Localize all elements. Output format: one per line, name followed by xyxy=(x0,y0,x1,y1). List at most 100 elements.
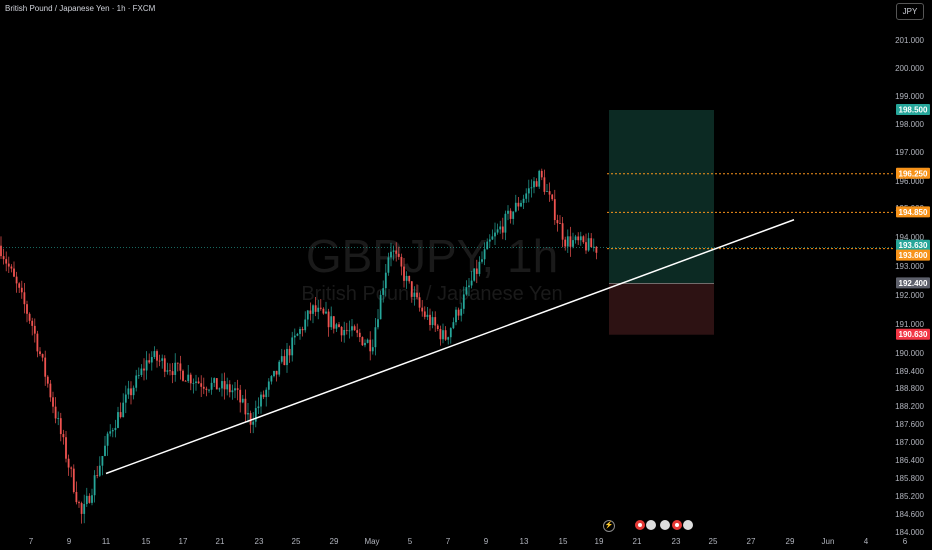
time-tick: 23 xyxy=(672,537,681,546)
time-tick: 9 xyxy=(484,537,489,546)
price-tick: 194.000 xyxy=(895,233,924,242)
candle-body xyxy=(520,202,522,207)
candle-body xyxy=(327,311,330,328)
price-badge-value: 192.400 xyxy=(899,279,928,288)
candle-body xyxy=(481,259,483,262)
candle-body xyxy=(577,236,580,241)
candle-body xyxy=(231,390,234,393)
candle-body xyxy=(514,202,517,212)
candle-body xyxy=(244,398,247,415)
candle-body xyxy=(405,275,408,281)
candle-body xyxy=(184,380,187,382)
price-badge xyxy=(896,328,930,340)
position-tool[interactable] xyxy=(609,110,714,335)
candle-body xyxy=(312,305,314,314)
candle-body xyxy=(270,376,273,382)
candle-body xyxy=(340,326,343,336)
price-tick: 196.000 xyxy=(895,177,924,186)
candle-body xyxy=(267,381,270,390)
candle-body xyxy=(85,495,88,505)
horizontal-levels[interactable] xyxy=(0,173,893,250)
candle-body xyxy=(114,427,117,431)
candle-body xyxy=(418,297,421,308)
price-tick: 197.000 xyxy=(895,148,924,157)
candle-body xyxy=(33,325,36,334)
price-tick: 200.000 xyxy=(895,64,924,73)
time-tick: 6 xyxy=(903,537,908,546)
candle-body xyxy=(517,202,520,207)
candle-body xyxy=(174,362,177,375)
time-tick: 27 xyxy=(747,537,756,546)
candle-body xyxy=(356,330,359,333)
candle-body xyxy=(257,406,260,409)
price-tick: 186.400 xyxy=(895,456,924,465)
candle-body xyxy=(15,276,18,284)
candle-body xyxy=(527,188,530,194)
candle-body xyxy=(332,316,335,329)
candle-body xyxy=(23,292,26,305)
time-tick: 23 xyxy=(255,537,264,546)
candle-body xyxy=(491,236,494,240)
candle-body xyxy=(384,272,387,289)
candle-body xyxy=(543,177,546,192)
candle-body xyxy=(592,246,595,248)
candle-body xyxy=(161,358,164,361)
flash-icon[interactable]: ⚡ xyxy=(603,520,615,532)
candle-body xyxy=(96,475,99,477)
candle-body xyxy=(416,292,418,298)
candle-body xyxy=(431,317,434,326)
candle-body xyxy=(140,368,143,375)
candle-body xyxy=(7,263,10,267)
candle-body xyxy=(288,348,291,356)
flag-icon[interactable] xyxy=(660,520,670,530)
candle-body xyxy=(540,170,543,178)
candle-body xyxy=(322,308,325,314)
candle-body xyxy=(483,249,486,260)
candle-body xyxy=(171,371,174,375)
candle-body xyxy=(408,275,411,282)
price-tick: 185.800 xyxy=(895,474,924,483)
trendline-layer[interactable] xyxy=(105,219,795,475)
symbol-title[interactable]: British Pound / Japanese Yen · 1h · FXCM xyxy=(5,4,156,13)
candle-body xyxy=(122,402,125,418)
price-tick: 199.000 xyxy=(895,92,924,101)
event-icon[interactable] xyxy=(672,520,682,530)
candle-body xyxy=(5,259,8,264)
time-axis[interactable]: 7 9 11 15 17 21 23 25 29 May 5 7 9 13 15 19 21 23 25 27 29 Ju… xyxy=(29,537,908,546)
candle-body xyxy=(135,375,138,388)
candle-body xyxy=(465,287,468,295)
candle-body xyxy=(564,239,567,247)
price-tick: 188.800 xyxy=(895,384,924,393)
candle-body xyxy=(439,329,442,340)
event-icon[interactable] xyxy=(635,520,645,530)
flag-icon[interactable] xyxy=(646,520,656,530)
price-badge xyxy=(896,167,930,179)
candle-body xyxy=(507,210,509,214)
candle-body xyxy=(574,236,577,241)
currency-button[interactable]: JPY xyxy=(896,3,924,20)
time-tick: 5 xyxy=(408,537,413,546)
candle-body xyxy=(75,491,78,503)
candle-body xyxy=(208,389,210,391)
candle-body xyxy=(262,394,265,398)
candle-body xyxy=(353,326,356,331)
candle-body xyxy=(301,329,304,331)
flag-icon[interactable] xyxy=(683,520,693,530)
price-badge-value: 194.850 xyxy=(899,208,928,217)
time-tick: 15 xyxy=(142,537,151,546)
candle-body xyxy=(20,287,23,293)
candle-body xyxy=(46,376,49,384)
candle-body xyxy=(189,374,192,384)
candle-body xyxy=(104,445,106,456)
candle-body xyxy=(413,292,416,297)
candle-body xyxy=(36,333,39,352)
candle-body xyxy=(228,384,231,393)
candle-body xyxy=(44,357,47,377)
candle-body xyxy=(241,398,244,403)
candle-body xyxy=(166,370,169,372)
price-tick: 190.000 xyxy=(895,349,924,358)
candle-body xyxy=(566,236,569,247)
candle-body xyxy=(397,253,400,257)
price-tick: 193.000 xyxy=(895,262,924,271)
